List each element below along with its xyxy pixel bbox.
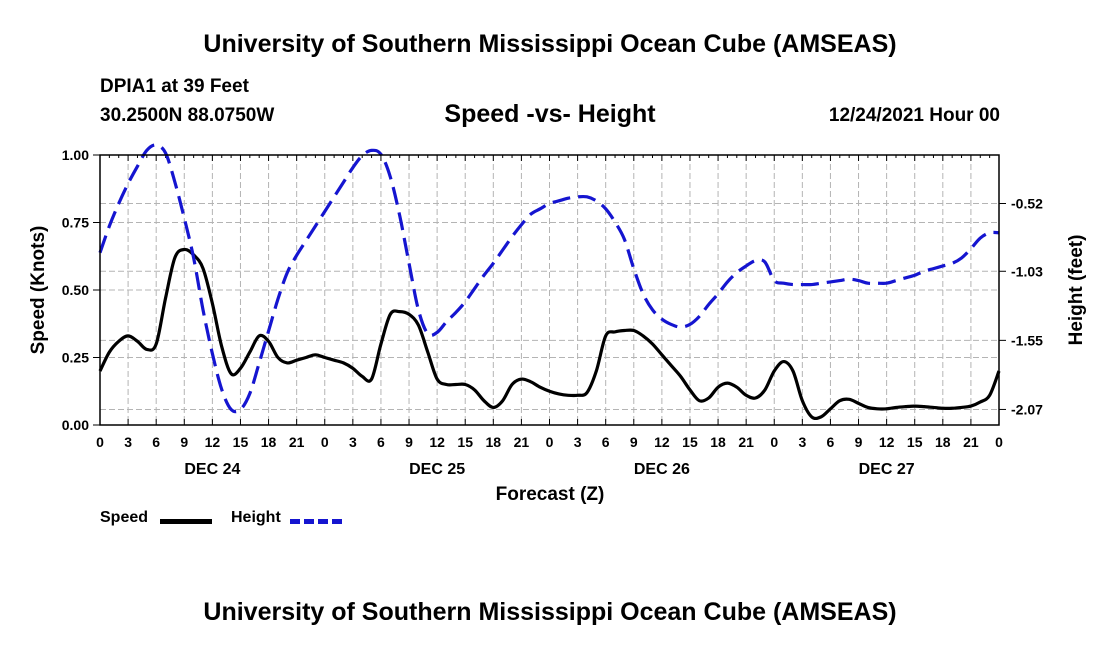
chart-subtitle: Speed -vs- Height [444, 100, 656, 128]
y2-tick-label: -1.03 [1011, 263, 1043, 279]
x-tick-label: 0 [321, 434, 329, 450]
x-tick-label: 6 [602, 434, 610, 450]
legend-height-label: Height [231, 509, 281, 526]
y2-tick-label: -1.55 [1011, 332, 1043, 348]
x-tick-label: 21 [289, 434, 305, 450]
day-label: DEC 26 [634, 461, 690, 478]
x-tick-label: 0 [770, 434, 778, 450]
y2-tick-label: -2.07 [1011, 401, 1043, 417]
x-tick-label: 3 [349, 434, 357, 450]
x-tick-label: 9 [855, 434, 863, 450]
legend-speed-label: Speed [100, 509, 149, 526]
x-tick-label: 12 [654, 434, 670, 450]
y-tick-label: 0.00 [62, 417, 89, 433]
x-tick-label: 18 [261, 434, 277, 450]
y2-tick-label: -0.52 [1011, 196, 1043, 212]
x-tick-label: 15 [682, 434, 698, 450]
grid-layer [100, 155, 999, 425]
speed-series-line [98, 247, 1001, 421]
label-layer: 0 3 6 9 12 15 18 21 0 3 6 9 12 15 18 21 0 3 6 9 12 15 18 21 0 3 6 9… [28, 147, 1087, 505]
y-tick-label: 0.25 [62, 350, 89, 366]
day-label: DEC 25 [409, 461, 465, 478]
x-tick-label: 3 [574, 434, 582, 450]
y-tick-label: 1.00 [62, 147, 89, 163]
x-tick-label: 18 [486, 434, 502, 450]
x-tick-label: 0 [995, 434, 1003, 450]
y-tick-label: 0.50 [62, 282, 89, 298]
day-label: DEC 27 [859, 461, 915, 478]
x-tick-label: 18 [710, 434, 726, 450]
x-tick-label: 15 [233, 434, 249, 450]
x-axis-title: Forecast (Z) [496, 484, 605, 505]
height-series-line [98, 143, 1000, 414]
day-label: DEC 24 [184, 461, 240, 478]
series-layer [98, 143, 1001, 421]
x-tick-label: 3 [798, 434, 806, 450]
x-tick-label: 12 [879, 434, 895, 450]
x-tick-label: 21 [514, 434, 530, 450]
station-label: DPIA1 at 39 Feet [100, 76, 249, 97]
x-tick-label: 18 [935, 434, 951, 450]
x-tick-label: 12 [205, 434, 221, 450]
x-tick-label: 0 [546, 434, 554, 450]
x-tick-label: 6 [827, 434, 835, 450]
x-tick-label: 15 [457, 434, 473, 450]
forecast-datetime: 12/24/2021 Hour 00 [828, 105, 1000, 126]
chart-main-title: University of Southern Mississippi Ocean… [203, 30, 897, 58]
x-tick-label: 15 [907, 434, 923, 450]
x-tick-label: 0 [96, 434, 104, 450]
plot-frame [99, 154, 1000, 426]
y-tick-label: 0.75 [62, 215, 89, 231]
x-tick-label: 9 [630, 434, 638, 450]
x-tick-label: 6 [377, 434, 385, 450]
x-tick-label: 12 [429, 434, 445, 450]
legend-speed-swatch [160, 519, 212, 524]
x-tick-label: 6 [152, 434, 160, 450]
footer-title: University of Southern Mississippi Ocean… [203, 598, 897, 626]
x-tick-label: 9 [180, 434, 188, 450]
y-axis-title: Speed (Knots) [28, 226, 49, 355]
x-tick-label: 3 [124, 434, 132, 450]
legend-height-swatch [290, 519, 342, 524]
y2-axis-title: Height (feet) [1066, 235, 1087, 346]
x-tick-label: 21 [963, 434, 979, 450]
x-tick-label: 21 [738, 434, 754, 450]
coordinates-label: 30.2500N 88.0750W [100, 105, 275, 126]
x-tick-label: 9 [405, 434, 413, 450]
